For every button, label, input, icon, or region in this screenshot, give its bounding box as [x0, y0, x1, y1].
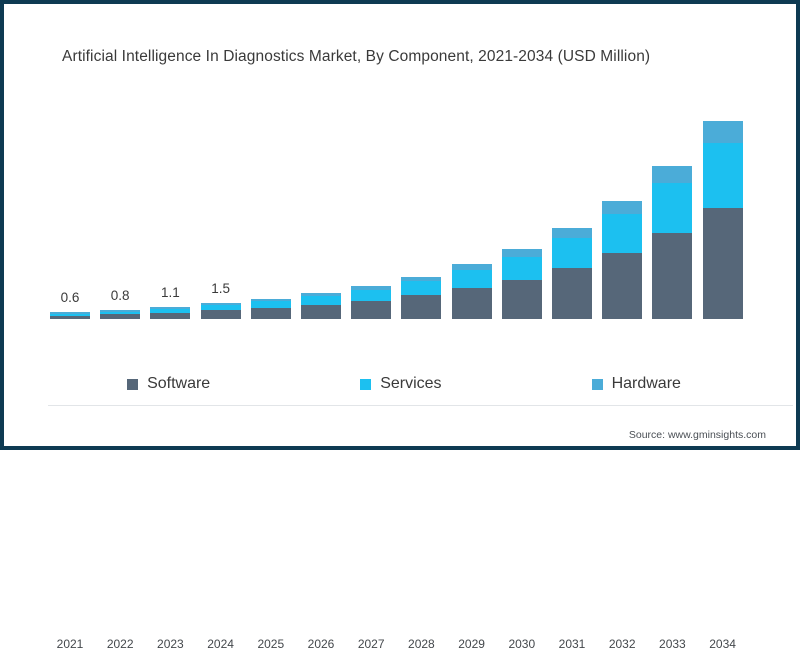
- bar-segment-hardware: [250, 298, 291, 302]
- bar-segment-software: [50, 315, 90, 319]
- bar-segment-hardware: [552, 228, 592, 239]
- x-axis-tick-2026: 2026: [307, 637, 335, 651]
- bar-segment-hardware: [301, 293, 341, 297]
- x-axis-tick-2029: 2029: [458, 637, 485, 651]
- legend-swatch-icon: [591, 378, 603, 390]
- stacked-bar[interactable]: [702, 120, 743, 319]
- bar-segment-hardware: [401, 276, 442, 282]
- bar-segment-services: [250, 301, 291, 308]
- legend-item-software[interactable]: Software: [127, 375, 210, 393]
- bar-segment-software: [401, 295, 442, 319]
- bar-segment-services: [100, 311, 141, 315]
- x-axis-tick-2033: 2033: [659, 637, 686, 651]
- x-axis-tick-2022: 2022: [106, 637, 134, 651]
- bar-segment-services: [501, 256, 542, 280]
- bar-segment-software: [351, 300, 392, 319]
- legend-item-hardware[interactable]: Hardware: [591, 375, 681, 393]
- bar-segment-hardware: [602, 201, 643, 215]
- chart-title: Artificial Intelligence In Diagnostics M…: [62, 48, 651, 65]
- bar-segment-software: [301, 304, 341, 319]
- bar-segment-services: [150, 308, 191, 313]
- bar-segment-software: [150, 312, 191, 319]
- bar-segment-software: [702, 208, 743, 319]
- bar-value-label: 0.6: [60, 289, 80, 305]
- bar-segment-services: [351, 289, 392, 301]
- bar-segment-services: [200, 305, 241, 311]
- bar-value-label: 1.1: [161, 284, 180, 300]
- x-axis-tick-2028: 2028: [408, 637, 435, 651]
- stacked-bar[interactable]: [652, 166, 693, 319]
- x-axis-tick-2030: 2030: [508, 637, 536, 651]
- legend-label: Software: [147, 375, 211, 392]
- bar-segment-software: [200, 310, 241, 319]
- bar-segment-software: [100, 314, 141, 319]
- bar-segment-hardware: [451, 264, 492, 271]
- legend-label: Hardware: [611, 375, 681, 392]
- bar-segment-services: [50, 313, 90, 316]
- source-attribution: Source: www.gminsights.com: [628, 429, 766, 441]
- stacked-bar[interactable]: [602, 201, 643, 319]
- x-axis-tick-2031: 2031: [558, 637, 586, 651]
- x-axis-tick-2027: 2027: [357, 637, 385, 651]
- bar-segment-hardware: [652, 166, 693, 184]
- plot-area: 0.6 2021 0.8 2022 1.1 2023 1.5 2024 2025 2026 2027…: [34, 94, 793, 651]
- stacked-bar[interactable]: [200, 303, 241, 319]
- bar-segment-hardware: [100, 309, 141, 312]
- stacked-bar[interactable]: [100, 309, 141, 319]
- bar-segment-software: [451, 288, 492, 319]
- legend-item-services[interactable]: Services: [360, 375, 442, 393]
- bar-segment-services: [301, 296, 341, 305]
- bar-segment-hardware: [702, 120, 743, 143]
- stacked-bar[interactable]: [250, 298, 291, 319]
- bar-value-label: 0.8: [110, 287, 130, 303]
- stacked-bar[interactable]: [501, 248, 542, 319]
- bar-segment-software: [602, 253, 643, 319]
- stacked-bar[interactable]: [50, 311, 90, 319]
- legend-label: Services: [380, 375, 442, 392]
- chart-legend: Software Services Hardware: [4, 375, 800, 393]
- x-axis-line: [48, 405, 793, 406]
- stacked-bar[interactable]: [552, 228, 592, 319]
- legend-swatch-icon: [127, 378, 139, 390]
- bar-value-label: 1.5: [211, 280, 230, 296]
- x-axis-tick-2023: 2023: [157, 637, 184, 651]
- stacked-bar[interactable]: [451, 264, 492, 319]
- bar-segment-services: [652, 183, 693, 234]
- x-axis-tick-2034: 2034: [709, 637, 736, 651]
- bar-segment-hardware: [150, 306, 191, 309]
- bar-segment-software: [552, 268, 592, 319]
- stacked-bar[interactable]: [351, 286, 392, 319]
- x-axis-tick-2021: 2021: [56, 637, 84, 651]
- legend-swatch-icon: [360, 378, 372, 390]
- stacked-bar[interactable]: [150, 306, 191, 319]
- bar-segment-services: [702, 142, 743, 209]
- x-axis-tick-2025: 2025: [257, 637, 285, 651]
- stacked-bar[interactable]: [401, 276, 442, 319]
- bar-segment-software: [250, 307, 291, 319]
- stacked-bar[interactable]: [301, 293, 341, 319]
- bar-segment-hardware: [501, 248, 542, 257]
- bar-segment-software: [501, 279, 542, 319]
- x-axis-tick-2032: 2032: [608, 637, 636, 651]
- bar-segment-services: [552, 238, 592, 269]
- bar-segment-hardware: [351, 286, 392, 290]
- bar-segment-services: [602, 214, 643, 254]
- bar-segment-services: [451, 270, 492, 289]
- bar-segment-hardware: [200, 303, 241, 306]
- bar-segment-hardware: [50, 311, 90, 314]
- bar-segment-services: [401, 281, 442, 296]
- bar-segment-software: [652, 233, 693, 319]
- x-axis-tick-2024: 2024: [207, 637, 234, 651]
